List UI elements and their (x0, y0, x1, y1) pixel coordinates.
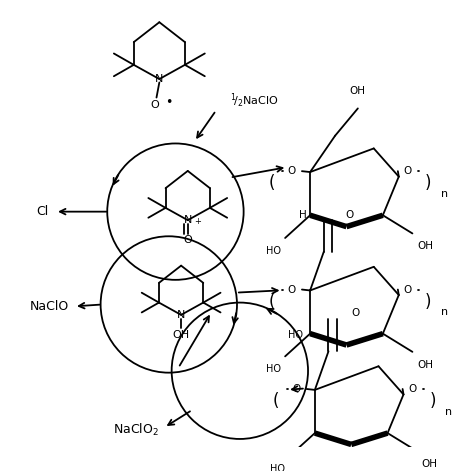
Text: HO: HO (289, 330, 303, 341)
Text: OH: OH (417, 241, 433, 251)
Text: N: N (155, 74, 164, 84)
Text: •: • (165, 96, 172, 109)
Text: H: H (299, 211, 307, 220)
Text: O: O (183, 235, 192, 245)
Text: O: O (351, 308, 359, 317)
Text: NaClO$_2$: NaClO$_2$ (113, 422, 158, 438)
Text: +: + (194, 217, 201, 226)
Text: O: O (288, 166, 296, 176)
Text: HO: HO (265, 364, 281, 374)
Text: HO: HO (270, 463, 285, 471)
Text: OH: OH (422, 459, 438, 469)
Text: n: n (441, 307, 448, 317)
Text: (: ( (268, 293, 274, 311)
Text: ): ) (430, 392, 436, 410)
Text: NaClO: NaClO (29, 300, 69, 313)
Text: n: n (441, 189, 448, 199)
Text: O: O (288, 284, 296, 294)
Text: O: O (404, 284, 412, 294)
Text: O: O (292, 384, 301, 394)
Text: OH: OH (417, 359, 433, 370)
Text: O: O (346, 211, 354, 220)
Text: (: ( (268, 174, 274, 193)
Text: OH: OH (173, 330, 190, 340)
Text: Cl: Cl (36, 205, 48, 218)
Text: (: ( (273, 392, 279, 410)
Text: HO: HO (265, 246, 281, 256)
Text: $^1\!/_2$NaClO: $^1\!/_2$NaClO (230, 92, 279, 110)
Text: n: n (446, 407, 453, 417)
Text: ): ) (425, 174, 431, 193)
Text: O: O (404, 166, 412, 176)
Text: OH: OH (350, 86, 366, 96)
Text: N: N (177, 310, 185, 320)
Text: ): ) (425, 293, 431, 311)
Text: O: O (151, 100, 159, 111)
Text: N: N (183, 215, 192, 225)
Text: O: O (409, 384, 417, 394)
